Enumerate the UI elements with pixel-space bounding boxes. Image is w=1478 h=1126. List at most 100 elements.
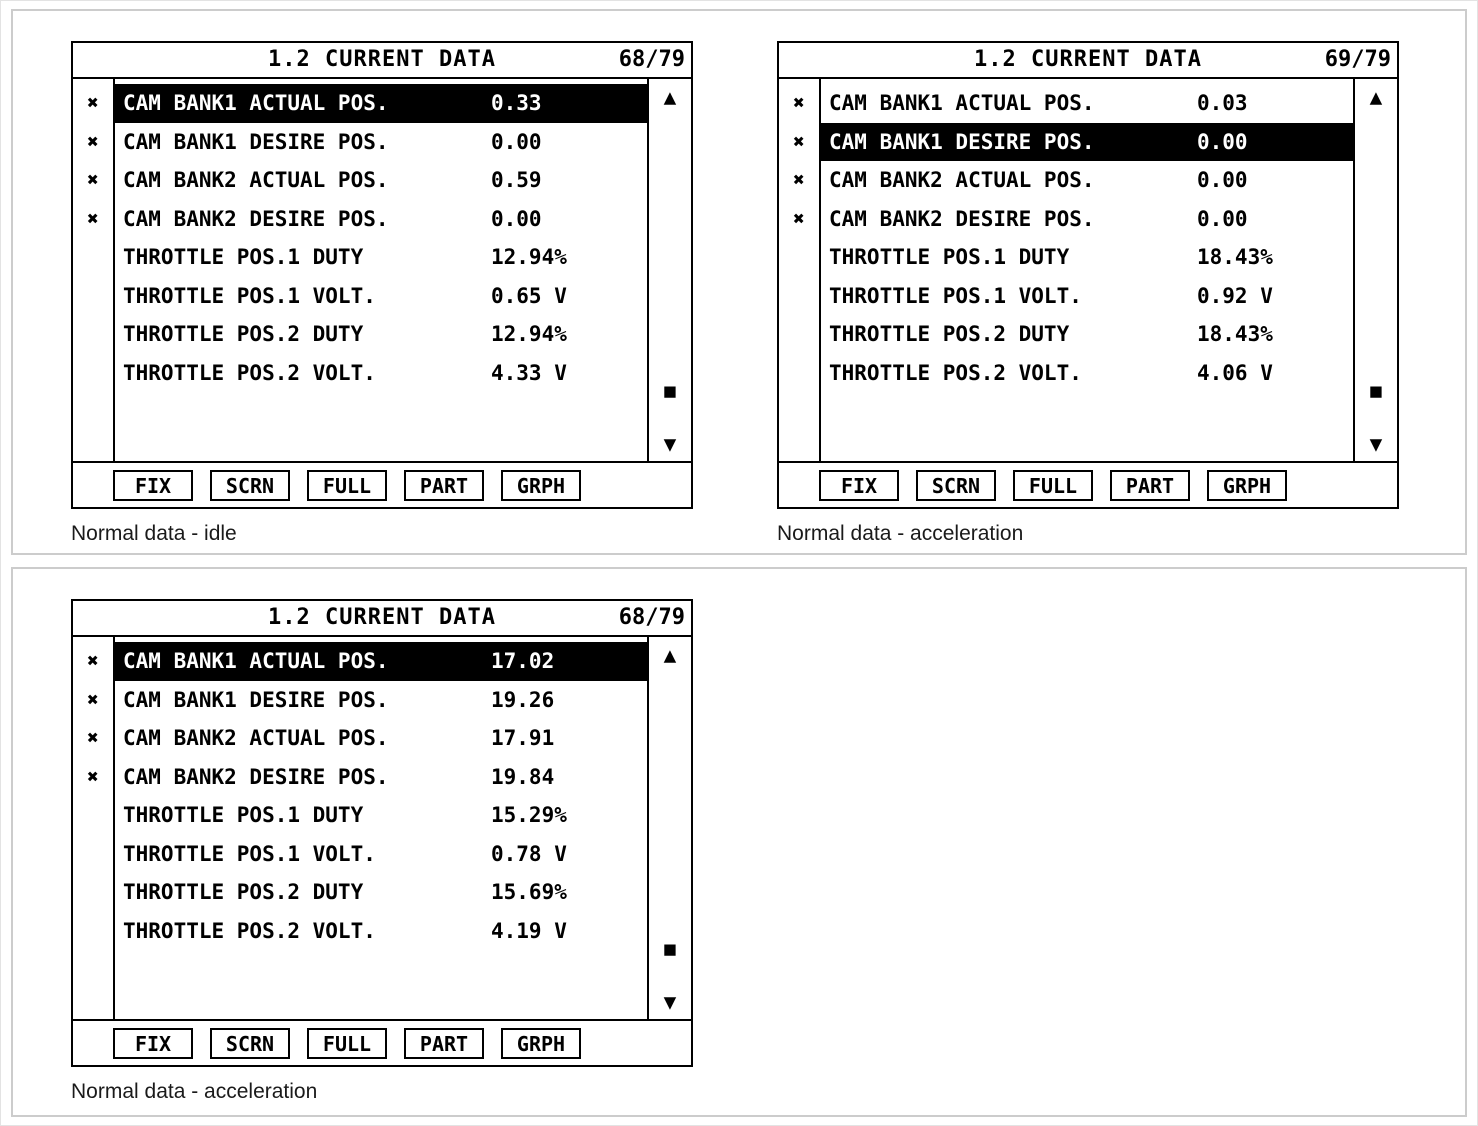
- parameter-value: 0.92 V: [1197, 283, 1273, 308]
- scrollbar-thumb-icon[interactable]: ■: [664, 380, 676, 402]
- screen-title: 1.2 CURRENT DATA: [974, 47, 1202, 72]
- parameter-value: 19.84: [491, 764, 555, 789]
- parameter-value: 0.00: [491, 129, 542, 154]
- parameter-row[interactable]: THROTTLE POS.2 VOLT. 4.33 V: [115, 354, 647, 393]
- fix-mark-icon: ✖: [87, 169, 99, 191]
- fix-mark-empty: [73, 354, 113, 393]
- fix-mark-empty: [73, 912, 113, 951]
- parameter-row[interactable]: THROTTLE POS.1 VOLT. 0.65 V: [115, 277, 647, 316]
- parameter-value: 4.19 V: [491, 918, 567, 943]
- softkey-part-button[interactable]: PART: [404, 470, 484, 501]
- parameter-value: 4.06 V: [1197, 360, 1273, 385]
- fix-mark-empty: [73, 315, 113, 354]
- softkey-row: FIX SCRN FULL PART GRPH: [73, 461, 691, 507]
- parameter-row[interactable]: THROTTLE POS.1 DUTY 15.29%: [115, 796, 647, 835]
- scroll-down-icon[interactable]: ▼: [663, 990, 677, 1014]
- fix-mark-icon: ✖: [87, 207, 99, 230]
- scan-tool-screen: 1.2 CURRENT DATA 69/79 ✖ ✖ ✖ ✖ CAM BANK1 AC…: [777, 41, 1399, 509]
- parameter-row[interactable]: THROTTLE POS.2 VOLT. 4.06 V: [821, 354, 1353, 393]
- scan-tool-figure: 1.2 CURRENT DATA 69/79 ✖ ✖ ✖ ✖ CAM BANK1 AC…: [777, 41, 1399, 546]
- parameter-list: CAM BANK1 ACTUAL POS. 0.03 CAM BANK1 DES…: [819, 79, 1353, 461]
- parameter-label: THROTTLE POS.2 VOLT.: [829, 360, 1082, 385]
- parameter-row[interactable]: CAM BANK1 ACTUAL POS. 0.03: [821, 84, 1353, 123]
- figure-caption: Normal data - acceleration: [777, 522, 1024, 545]
- scroll-down-icon[interactable]: ▼: [663, 432, 677, 456]
- fix-mark-icon: ✖: [793, 207, 805, 230]
- parameter-list: CAM BANK1 ACTUAL POS. 0.33 CAM BANK1 DES…: [113, 79, 647, 461]
- parameter-label: THROTTLE POS.1 DUTY: [123, 245, 364, 269]
- softkey-scrn-button[interactable]: SCRN: [210, 470, 290, 501]
- fix-mark-icon: ✖: [87, 130, 99, 153]
- softkey-scrn-button[interactable]: SCRN: [916, 470, 996, 501]
- softkey-part-button[interactable]: PART: [1110, 470, 1190, 501]
- parameter-row[interactable]: THROTTLE POS.1 DUTY 18.43%: [821, 238, 1353, 277]
- parameter-value: 0.00: [1197, 168, 1248, 192]
- parameter-row[interactable]: CAM BANK2 DESIRE POS. 0.00: [821, 200, 1353, 239]
- figure-group-top: 1.2 CURRENT DATA 68/79 ✖ ✖ ✖ ✖ CAM BANK1 AC…: [11, 9, 1467, 555]
- softkey-part-button[interactable]: PART: [404, 1028, 484, 1059]
- parameter-row[interactable]: CAM BANK1 ACTUAL POS. 17.02: [115, 642, 647, 681]
- scroll-down-icon[interactable]: ▼: [1369, 432, 1383, 456]
- figure-caption: Normal data - idle: [71, 522, 237, 545]
- screen-title: 1.2 CURRENT DATA: [268, 47, 496, 72]
- softkey-row: FIX SCRN FULL PART GRPH: [73, 1019, 691, 1065]
- scroll-up-icon[interactable]: ▲: [1369, 85, 1383, 109]
- page-indicator: 68/79: [618, 47, 685, 72]
- parameter-row[interactable]: THROTTLE POS.2 VOLT. 4.19 V: [115, 912, 647, 951]
- fix-mark-icon: ✖: [87, 92, 99, 114]
- fix-mark-icon: ✖: [87, 727, 99, 749]
- fix-mark-icon: ✖: [793, 169, 805, 191]
- titlebar: 1.2 CURRENT DATA 68/79: [73, 601, 691, 637]
- scrollbar[interactable]: ▲ ■ ▼: [647, 637, 691, 1019]
- fix-marks-column: ✖ ✖ ✖ ✖: [73, 79, 113, 461]
- scrollbar-thumb-icon[interactable]: ■: [664, 938, 676, 960]
- softkey-scrn-button[interactable]: SCRN: [210, 1028, 290, 1059]
- parameter-label: THROTTLE POS.2 DUTY: [123, 322, 364, 346]
- parameter-label: CAM BANK2 DESIRE POS.: [123, 206, 389, 231]
- parameter-value: 12.94%: [491, 245, 567, 269]
- softkey-full-button[interactable]: FULL: [307, 1028, 387, 1059]
- data-list-area: ✖ ✖ ✖ ✖ CAM BANK1 ACTUAL POS. 0.33 CAM BANK…: [73, 79, 691, 461]
- parameter-row[interactable]: THROTTLE POS.1 VOLT. 0.78 V: [115, 835, 647, 874]
- parameter-row[interactable]: CAM BANK2 ACTUAL POS. 0.00: [821, 161, 1353, 200]
- softkey-grph-button[interactable]: GRPH: [501, 470, 581, 501]
- softkey-fix-button[interactable]: FIX: [113, 470, 193, 501]
- scroll-up-icon[interactable]: ▲: [663, 643, 677, 667]
- fix-mark-icon: ✖: [793, 130, 805, 153]
- parameter-row[interactable]: CAM BANK1 DESIRE POS. 0.00: [821, 122, 1353, 161]
- parameter-row[interactable]: CAM BANK1 ACTUAL POS. 0.33: [115, 84, 647, 123]
- parameter-value: 0.59: [491, 168, 542, 192]
- parameter-row[interactable]: THROTTLE POS.1 VOLT. 0.92 V: [821, 277, 1353, 316]
- softkey-full-button[interactable]: FULL: [1013, 470, 1093, 501]
- parameter-row[interactable]: THROTTLE POS.2 DUTY 15.69%: [115, 873, 647, 912]
- fix-mark-empty: [73, 873, 113, 912]
- parameter-value: 0.65 V: [491, 283, 567, 308]
- scroll-up-icon[interactable]: ▲: [663, 85, 677, 109]
- fix-mark-empty: [779, 354, 819, 393]
- parameter-row[interactable]: THROTTLE POS.2 DUTY 12.94%: [115, 315, 647, 354]
- fix-mark-icon: ✖: [87, 650, 99, 672]
- parameter-row[interactable]: THROTTLE POS.2 DUTY 18.43%: [821, 315, 1353, 354]
- softkey-full-button[interactable]: FULL: [307, 470, 387, 501]
- scrollbar[interactable]: ▲ ■ ▼: [647, 79, 691, 461]
- parameter-label: CAM BANK1 DESIRE POS.: [829, 129, 1095, 154]
- parameter-row[interactable]: CAM BANK2 DESIRE POS. 19.84: [115, 758, 647, 797]
- scrollbar-thumb-icon[interactable]: ■: [1370, 380, 1382, 402]
- parameter-value: 17.02: [491, 649, 555, 673]
- parameter-row[interactable]: CAM BANK1 DESIRE POS. 0.00: [115, 123, 647, 162]
- parameter-row[interactable]: THROTTLE POS.1 DUTY 12.94%: [115, 238, 647, 277]
- parameter-label: CAM BANK2 DESIRE POS.: [123, 764, 389, 789]
- parameter-value: 0.00: [491, 206, 542, 231]
- parameter-row[interactable]: CAM BANK2 ACTUAL POS. 17.91: [115, 719, 647, 758]
- parameter-label: CAM BANK2 ACTUAL POS.: [829, 168, 1095, 192]
- softkey-grph-button[interactable]: GRPH: [501, 1028, 581, 1059]
- parameter-label: CAM BANK1 ACTUAL POS.: [123, 649, 389, 673]
- parameter-row[interactable]: CAM BANK2 ACTUAL POS. 0.59: [115, 161, 647, 200]
- softkey-grph-button[interactable]: GRPH: [1207, 470, 1287, 501]
- scrollbar[interactable]: ▲ ■ ▼: [1353, 79, 1397, 461]
- parameter-row[interactable]: CAM BANK2 DESIRE POS. 0.00: [115, 200, 647, 239]
- parameter-row[interactable]: CAM BANK1 DESIRE POS. 19.26: [115, 681, 647, 720]
- softkey-fix-button[interactable]: FIX: [113, 1028, 193, 1059]
- softkey-fix-button[interactable]: FIX: [819, 470, 899, 501]
- parameter-value: 15.69%: [491, 880, 567, 904]
